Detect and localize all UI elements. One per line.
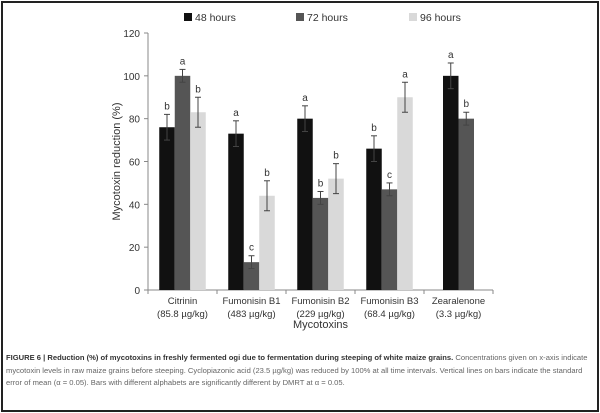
significance-letter: b [164, 101, 170, 112]
bar [228, 133, 244, 290]
bar [259, 195, 275, 290]
bar [397, 97, 413, 290]
y-tick-label: 120 [123, 29, 140, 40]
legend-label: 96 hours [420, 12, 461, 24]
caption-text: Concentrations given on x-axis indicate … [6, 353, 588, 387]
y-tick-label: 60 [129, 158, 141, 169]
significance-letter: b [318, 178, 324, 189]
significance-letter: a [233, 108, 239, 119]
y-tick-label: 0 [134, 286, 140, 297]
legend-swatch [409, 13, 417, 21]
legend-swatch [184, 13, 192, 21]
significance-letter: b [195, 84, 201, 95]
significance-letter: a [448, 50, 454, 61]
significance-letter: c [249, 243, 254, 254]
x-tick-label-concentration: (483 µg/kg) [227, 309, 275, 320]
x-tick-label: Fumonisin B1 [222, 296, 280, 307]
x-axis-label: Mycotoxins [293, 319, 349, 331]
y-tick-label: 20 [129, 243, 141, 254]
y-tick-label: 80 [129, 115, 141, 126]
bar [443, 75, 459, 290]
y-tick-label: 40 [129, 200, 141, 211]
bar [159, 127, 175, 290]
bar [190, 112, 206, 290]
bar [297, 118, 313, 291]
bar [328, 178, 344, 290]
significance-letter: b [371, 123, 377, 134]
significance-letter: a [180, 56, 186, 67]
caption-title: FIGURE 6 | Reduction (%) of mycotoxins i… [6, 353, 454, 362]
legend-label: 72 hours [307, 12, 348, 24]
significance-letter: c [387, 170, 392, 181]
bar [174, 75, 191, 290]
bar [366, 148, 382, 290]
bar [243, 262, 260, 290]
significance-letter: b [333, 151, 339, 162]
legend-label: 48 hours [195, 12, 236, 24]
x-tick-label-concentration: (85.8 µg/kg) [157, 309, 208, 320]
x-tick-label-concentration: (229 µg/kg) [296, 309, 344, 320]
x-tick-label: Fumonisin B2 [291, 296, 349, 307]
y-tick-label: 100 [123, 72, 140, 83]
bar [458, 118, 474, 291]
significance-letter: a [402, 69, 408, 80]
bar [312, 197, 329, 290]
x-tick-label-concentration: (3.3 µg/kg) [436, 309, 482, 320]
y-axis-label: Mycotoxin reduction (%) [111, 103, 123, 221]
x-tick-label: Citrinin [168, 296, 198, 307]
bar [381, 189, 398, 290]
figure-caption: FIGURE 6 | Reduction (%) of mycotoxins i… [6, 352, 590, 390]
x-tick-label: Fumonisin B3 [360, 296, 418, 307]
significance-letter: b [463, 99, 469, 110]
significance-letter: a [302, 93, 308, 104]
x-tick-label-concentration: (68.4 µg/kg) [364, 309, 415, 320]
bar-chart: 0 20 40 60 80 100 120 Mycotoxin reduction (%) My… [111, 12, 494, 331]
x-tick-label: Zearalenone [432, 296, 485, 307]
legend-swatch [296, 13, 304, 21]
significance-letter: b [264, 168, 270, 179]
